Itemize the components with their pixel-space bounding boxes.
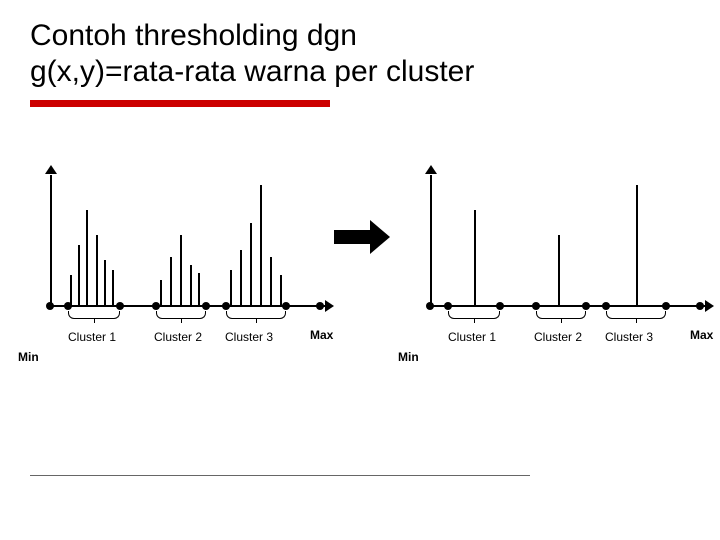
histogram-bar: [104, 260, 106, 305]
histogram-bar: [270, 257, 272, 305]
min-label: Min: [18, 350, 39, 364]
brace-notch: [636, 319, 637, 323]
brace-notch: [181, 319, 182, 323]
arrow-head: [370, 220, 390, 254]
histogram-bar: [558, 235, 560, 305]
histogram-bar: [250, 223, 252, 305]
brace-notch: [94, 319, 95, 323]
axis-marker-dot: [46, 302, 54, 310]
x-axis-arrow-icon: [325, 300, 334, 312]
right-histogram-chart: Cluster 1 Cluster 2 Cluster 3 Min Max: [400, 175, 710, 375]
histogram-bar: [230, 270, 232, 305]
slide: Contoh thresholding dgn g(x,y)=rata-rata…: [0, 0, 720, 540]
footer-divider: [30, 475, 530, 476]
x-axis-arrow-icon: [705, 300, 714, 312]
y-axis: [50, 175, 52, 305]
histogram-bar: [112, 270, 114, 305]
histogram-bar: [78, 245, 80, 305]
cluster-label: Cluster 1: [68, 330, 116, 344]
axis-marker-dot: [602, 302, 610, 310]
axis-marker-dot: [532, 302, 540, 310]
axis-marker-dot: [582, 302, 590, 310]
max-label: Max: [310, 328, 333, 342]
histogram-bar: [240, 250, 242, 305]
left-histogram-chart: Cluster 1 Cluster 2 Cluster 3 Min Max: [20, 175, 330, 375]
cluster-label: Cluster 2: [534, 330, 582, 344]
histogram-bar: [70, 275, 72, 305]
brace-notch: [561, 319, 562, 323]
cluster-label: Cluster 3: [605, 330, 653, 344]
axis-marker-dot: [662, 302, 670, 310]
cluster-brace: [156, 311, 206, 319]
slide-title: Contoh thresholding dgn g(x,y)=rata-rata…: [30, 18, 690, 90]
axis-marker-dot: [282, 302, 290, 310]
histogram-bar: [86, 210, 88, 305]
histogram-bar: [280, 275, 282, 305]
histogram-bar: [170, 257, 172, 305]
axis-marker-dot: [444, 302, 452, 310]
cluster-label: Cluster 3: [225, 330, 273, 344]
histogram-bar: [190, 265, 192, 305]
axis-marker-dot: [426, 302, 434, 310]
y-axis-arrow-icon: [425, 165, 437, 174]
max-label: Max: [690, 328, 713, 342]
title-underline: [30, 100, 330, 107]
arrow-shaft: [334, 230, 370, 244]
brace-notch: [256, 319, 257, 323]
histogram-bar: [160, 280, 162, 305]
cluster-brace: [606, 311, 666, 319]
brace-notch: [474, 319, 475, 323]
cluster-brace: [448, 311, 500, 319]
histogram-bar: [180, 235, 182, 305]
axis-marker-dot: [696, 302, 704, 310]
title-line-2: g(x,y)=rata-rata warna per cluster: [30, 55, 474, 88]
y-axis-arrow-icon: [45, 165, 57, 174]
y-axis: [430, 175, 432, 305]
histogram-bar: [96, 235, 98, 305]
cluster-brace: [68, 311, 120, 319]
histogram-bar: [636, 185, 638, 305]
cluster-brace: [536, 311, 586, 319]
histogram-bar: [474, 210, 476, 305]
axis-marker-dot: [116, 302, 124, 310]
cluster-label: Cluster 2: [154, 330, 202, 344]
histogram-bar: [260, 185, 262, 305]
axis-marker-dot: [222, 302, 230, 310]
axis-marker-dot: [496, 302, 504, 310]
min-label: Min: [398, 350, 419, 364]
axis-marker-dot: [202, 302, 210, 310]
cluster-label: Cluster 1: [448, 330, 496, 344]
cluster-brace: [226, 311, 286, 319]
axis-marker-dot: [152, 302, 160, 310]
histogram-bar: [198, 273, 200, 305]
axis-marker-dot: [316, 302, 324, 310]
title-line-1: Contoh thresholding dgn: [30, 19, 357, 52]
axis-marker-dot: [64, 302, 72, 310]
